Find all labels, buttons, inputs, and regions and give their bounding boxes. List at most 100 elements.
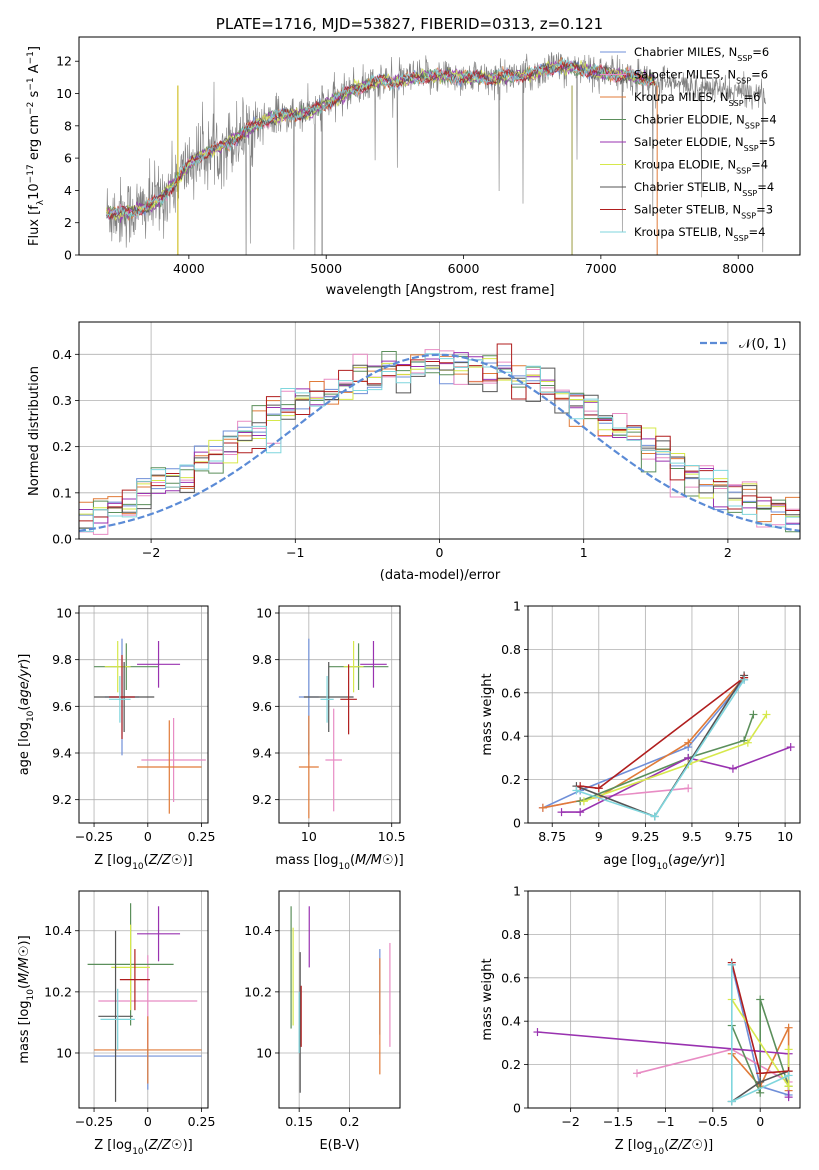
mass_vs_Z-ytick-label: 10 (56, 1045, 72, 1060)
residuals-xtick-label: −1 (286, 545, 304, 560)
spectrum-ytick-label: 6 (64, 151, 72, 166)
residuals-xtick-label: 2 (724, 545, 732, 560)
mass_vs_Z-xlabel-part: ( (144, 1138, 149, 1153)
age_vs_Z-xtick-label: 0.25 (188, 829, 216, 844)
spectrum-panel: 4000 5000 6000 7000 8000 0 2 4 6 8 10 12 PLATE=1716,… (26, 15, 801, 298)
massweight_vs_age-xtick-label: 9.75 (725, 829, 753, 844)
spectrum-ylabel-part: Flux [f (27, 205, 42, 246)
massweight_vs_age-ytick-label: 0 (513, 816, 521, 831)
residuals-hist-line (79, 353, 800, 535)
age_vs_Z-frame (78, 605, 209, 824)
massweight_vs_age-series-line (583, 714, 768, 803)
massweight_vs_age-ytick-label: 1 (513, 599, 521, 614)
spectrum-legend-label: Chabrier STELIB, NSSP=4 (634, 180, 774, 198)
massweight_vs_age-xlabel-part: age [log (603, 853, 656, 868)
age_vs_mass-frame (278, 605, 401, 824)
massweight_vs_age-series-line (542, 679, 745, 809)
massweight_vs_Z-ytick-label: 0.8 (501, 927, 521, 942)
spectrum-ylabel-part: −2 (26, 102, 36, 115)
age_vs_mass-xlabel-part: )] (394, 853, 404, 868)
massweight_vs_age-xlabel-part: age/yr (673, 853, 716, 868)
spectrum-ytick-label: 4 (64, 183, 72, 198)
legend-sub: SSP (736, 166, 751, 175)
mass_vs_Z-xtick-label: 0.25 (188, 1114, 216, 1129)
legend-text: Salpeter MILES, N (634, 68, 736, 82)
spectrum-legend-label: Salpeter MILES, NSSP=6 (634, 68, 768, 86)
spectrum-legend-label: Kroupa STELIB, NSSP=4 (634, 225, 765, 243)
age_vs_mass-ytick-label: 10 (256, 606, 272, 621)
massweight_vs_age-panel: 8.75 9 9.25 9.5 9.75 10 0 0.2 0.4 0.6 0.8 1 age [log… (480, 599, 801, 872)
legend-sub: SSP (737, 54, 752, 63)
legend-sub: SSP (745, 121, 760, 130)
spectrum-xlabel: wavelength [Angstrom, rest frame] (326, 283, 555, 298)
massweight_vs_Z-ytick-label: 0.6 (501, 970, 521, 985)
legend-sub: SSP (729, 99, 744, 108)
mass_vs_Z-ylabel-part: M/M☉ (17, 945, 32, 983)
spectrum-legend-label: Kroupa MILES, NSSP=6 (634, 90, 760, 108)
mass_vs_Z-points (87, 903, 202, 1102)
mass_vs_EBV-xlabel-part: E(B-V) (319, 1138, 359, 1153)
legend-text: Salpeter ELODIE, N (634, 135, 744, 149)
mass_vs_Z-xtick-label: −0.25 (75, 1114, 113, 1129)
spectrum-legend-label: Kroupa ELODIE, NSSP=4 (634, 158, 768, 176)
massweight_vs_age-xtick-label: 8.75 (538, 829, 566, 844)
massweight_vs_Z-xlabel-part: 10 (653, 1147, 665, 1157)
age_vs_Z-ylabel-part: age [log (17, 722, 32, 775)
mass_vs_Z-xlabel-part: 10 (132, 1147, 144, 1157)
spectrum-curves (106, 51, 766, 255)
age_vs_Z-ylabel-part: )] (17, 654, 32, 664)
massweight_vs_age-lines (538, 671, 795, 821)
mass_vs_Z-xtick-label: 0 (144, 1114, 152, 1129)
spectrum-legend-label: Salpeter STELIB, NSSP=3 (634, 203, 773, 221)
massweight_vs_Z-ytick-label: 0.2 (501, 1057, 521, 1072)
mass_vs_EBV-ytick-label: 10 (256, 1045, 272, 1060)
age_vs_Z-xlabel-part: )] (183, 853, 193, 868)
spectrum-ylabel-part: 10 (27, 183, 42, 200)
spectrum-ylabel-part: −17 (26, 164, 36, 183)
legend-suffix: =6 (751, 68, 768, 82)
massweight_vs_age-ytick-label: 0.6 (501, 685, 521, 700)
spectrum-model-line (106, 60, 656, 221)
age_vs_Z-ylabel-part: age/yr (17, 662, 32, 705)
mass_vs_Z-ytick-label: 10.2 (44, 984, 72, 999)
massweight_vs_Z-xtick-label: −1.5 (603, 1114, 633, 1129)
residuals-panel: −2 −1 0 1 2 0.0 0.1 0.2 0.3 0.4 (data-model)/error… (27, 321, 801, 583)
residuals-hist-line (79, 343, 800, 522)
residuals-ytick-label: 0.0 (52, 532, 72, 547)
age_vs_Z-xtick-label: −0.25 (75, 829, 113, 844)
age_vs_mass-xlabel-part: 10 (339, 862, 351, 872)
mass_vs_Z-ytick-label: 10.4 (44, 923, 72, 938)
spectrum-ytick-label: 0 (64, 248, 72, 263)
legend-suffix: =5 (759, 135, 776, 149)
mass_vs_EBV-xtick-label: 0.15 (285, 1114, 313, 1129)
spectrum-model-line (106, 60, 656, 223)
mass_vs_Z-xlabel-part: Z [log (94, 1138, 132, 1153)
spectrum-xtick-label: 5000 (310, 261, 342, 276)
age_vs_Z-ytick-label: 9.4 (52, 746, 72, 761)
legend-suffix: =6 (744, 90, 761, 104)
spectrum-legend-label: Chabrier MILES, NSSP=6 (634, 45, 769, 63)
legend-text: Chabrier STELIB, N (634, 180, 742, 194)
massweight_vs_age-ylabel: mass weight (480, 673, 495, 755)
spectrum-ylabel-part: erg cm (27, 115, 42, 164)
residuals-hist-line (79, 350, 800, 533)
age_vs_Z-ytick-label: 10 (56, 606, 72, 621)
massweight_vs_age-xlabel-part: 10 (656, 862, 668, 872)
legend-suffix: =6 (752, 45, 769, 59)
age_vs_Z-ytick-label: 9.8 (52, 652, 72, 667)
age_vs_mass-ytick-label: 9.8 (252, 652, 272, 667)
massweight_vs_Z-lines (533, 958, 793, 1106)
age_vs_mass-xlabel: mass [log10(M/M☉)] (275, 853, 403, 872)
massweight_vs_Z-ylabel: mass weight (480, 958, 495, 1040)
massweight_vs_age-xlabel-part: )] (715, 853, 725, 868)
legend-suffix: =4 (751, 158, 768, 172)
spectrum-ylabel-part: −1 (26, 51, 36, 64)
massweight_vs_Z-xlabel-part: Z/Z☉ (668, 1138, 703, 1153)
massweight_vs_Z-xlabel-part: )] (703, 1138, 713, 1153)
massweight_vs_Z-series-line (731, 999, 790, 1094)
residuals-curves (79, 343, 800, 535)
legend-sub: SSP (744, 144, 759, 153)
legend-suffix: =4 (760, 113, 777, 127)
